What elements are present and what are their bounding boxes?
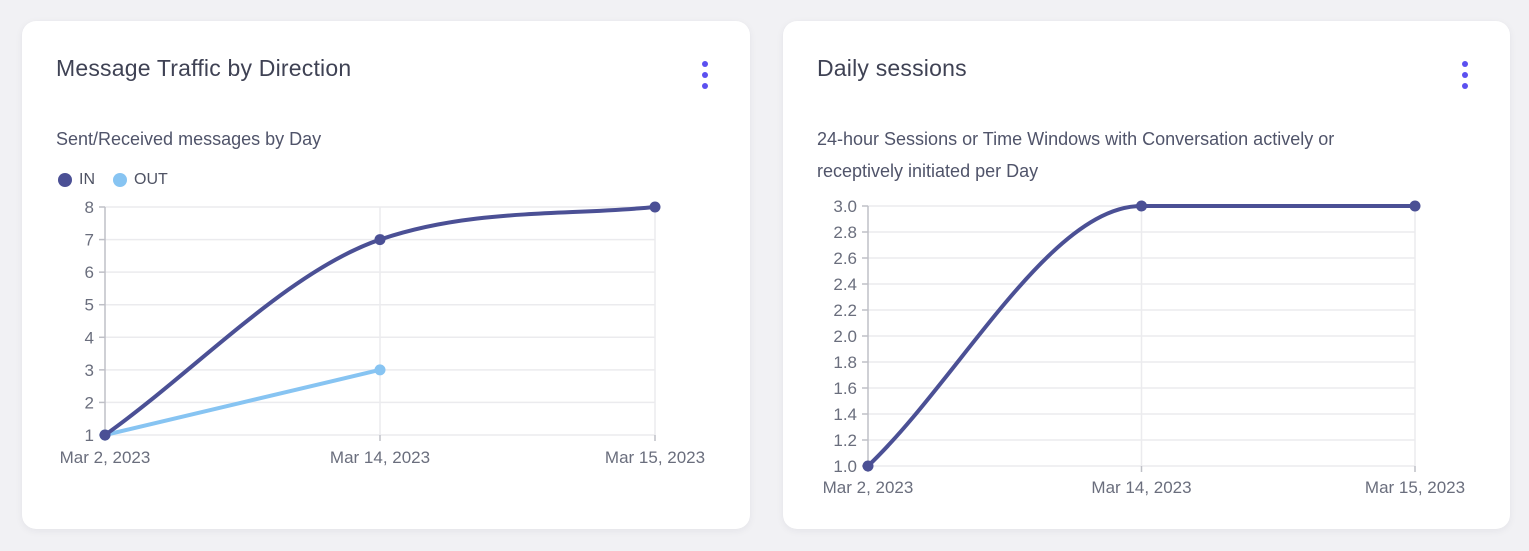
y-tick-label: 2 xyxy=(85,393,94,412)
y-tick-label: 7 xyxy=(85,231,94,250)
kebab-menu-icon[interactable] xyxy=(694,55,716,95)
card-header: Daily sessions xyxy=(817,53,1476,95)
x-tick-label: Mar 2, 2023 xyxy=(823,478,914,497)
chart-legend: IN OUT xyxy=(58,169,716,191)
card-subtitle-daily-sessions: 24-hour Sessions or Time Windows with Co… xyxy=(817,129,1335,181)
y-tick-label: 1.0 xyxy=(833,457,857,476)
card-subtitle-message-traffic: Sent/Received messages by Day xyxy=(56,129,322,149)
kebab-menu-icon[interactable] xyxy=(1454,55,1476,95)
x-tick-label: Mar 15, 2023 xyxy=(605,448,705,467)
y-tick-label: 3 xyxy=(85,361,94,380)
y-tick-label: 4 xyxy=(85,328,94,347)
daily-sessions-line-chart[interactable]: 1.0 1.2 1.4 1.6 1.8 2.0 2.2 2.4 2.6 2.8 3.0 Mar 2, … xyxy=(817,195,1476,509)
y-tick-label: 2.2 xyxy=(833,301,857,320)
data-point xyxy=(1136,200,1147,212)
message-traffic-line-chart[interactable]: 1 2 3 4 5 6 7 8 Mar 2, 2023 Mar 14, 2023 Mar 15, 2… xyxy=(56,196,716,480)
y-tick-label: 6 xyxy=(85,263,94,282)
y-tick-label: 1 xyxy=(85,426,94,445)
data-point xyxy=(862,460,874,472)
x-tick-label: Mar 14, 2023 xyxy=(330,448,430,467)
series-line-daily-sessions xyxy=(866,204,1417,468)
y-tick-label: 1.2 xyxy=(833,431,857,450)
y-tick-label: 1.4 xyxy=(833,405,857,424)
legend-dot-icon xyxy=(58,173,72,187)
y-tick-label: 5 xyxy=(85,296,94,315)
card-title-message-traffic: Message Traffic by Direction xyxy=(56,55,352,81)
series-line-out xyxy=(103,367,382,437)
data-point xyxy=(1409,200,1421,212)
legend-item-out[interactable]: OUT xyxy=(113,171,168,189)
legend-item-in[interactable]: IN xyxy=(58,171,95,189)
legend-label: OUT xyxy=(134,171,168,188)
x-tick-label: Mar 14, 2023 xyxy=(1091,478,1191,497)
y-tick-label: 3.0 xyxy=(833,197,857,216)
y-tick-label: 1.6 xyxy=(833,379,857,398)
data-point xyxy=(374,364,386,376)
card-title-daily-sessions: Daily sessions xyxy=(817,55,967,81)
y-tick-label: 2.6 xyxy=(833,249,857,268)
card-header: Message Traffic by Direction xyxy=(56,53,716,95)
y-tick-label: 2.0 xyxy=(833,327,857,346)
legend-label: IN xyxy=(79,171,95,188)
data-point xyxy=(649,201,661,213)
legend-dot-icon xyxy=(113,173,127,187)
y-tick-label: 1.8 xyxy=(833,353,857,372)
data-point xyxy=(99,429,111,441)
y-tick-label: 2.4 xyxy=(833,275,857,294)
y-tick-label: 8 xyxy=(85,198,94,217)
x-tick-label: Mar 2, 2023 xyxy=(60,448,151,467)
card-daily-sessions: Daily sessions 24-hour Sessions or Time … xyxy=(783,21,1510,529)
card-message-traffic: Message Traffic by Direction Sent/Receiv… xyxy=(22,21,750,529)
data-point xyxy=(374,234,386,246)
y-tick-label: 2.8 xyxy=(833,223,857,242)
x-tick-label: Mar 15, 2023 xyxy=(1365,478,1465,497)
